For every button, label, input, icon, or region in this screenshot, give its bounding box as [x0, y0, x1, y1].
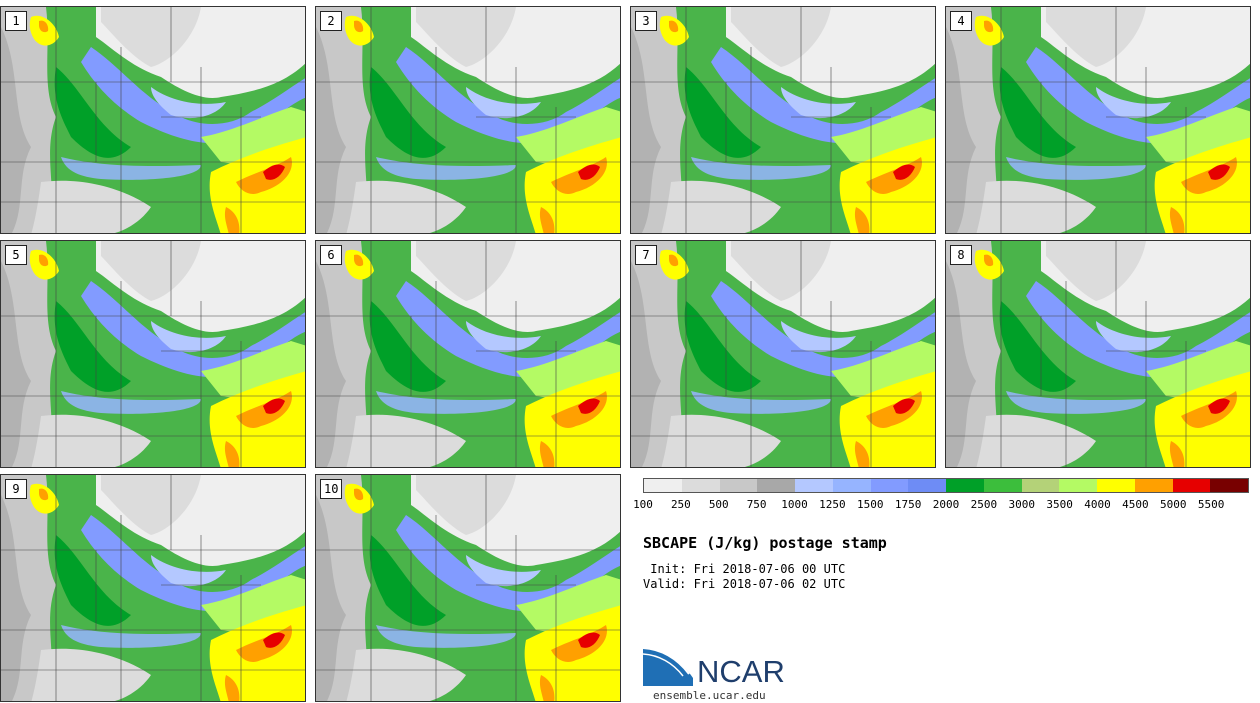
legend-tick-label: 1750	[894, 498, 922, 511]
cape-map	[1, 475, 305, 701]
legend-tick-label: 4500	[1122, 498, 1149, 511]
legend-swatch	[644, 479, 682, 492]
ensemble-member-panel: 9	[0, 474, 306, 702]
legend-swatch	[983, 479, 1022, 492]
legend-swatch	[1097, 479, 1135, 492]
ensemble-member-panel: 3	[630, 6, 936, 234]
legend-tick-label: 3500	[1046, 498, 1073, 511]
legend-swatch	[681, 479, 720, 492]
legend-labels: 100 250 500 750 1000 1250 1500 1750 2000 2500 3000…	[632, 498, 1252, 512]
legend-tick-label: 1500	[857, 498, 884, 511]
legend-swatch	[1210, 479, 1248, 492]
valid-time: Valid: Fri 2018-07-06 02 UTC	[643, 577, 846, 591]
legend-swatch	[795, 479, 833, 492]
ensemble-member-panel: 1	[0, 6, 306, 234]
legend-tick-label: 2000	[932, 498, 960, 511]
init-time: Init: Fri 2018-07-06 00 UTC	[643, 562, 846, 576]
legend-tick-label: 2500	[970, 498, 998, 511]
cape-map	[1, 7, 305, 233]
cape-map	[631, 241, 935, 467]
member-number-label: 2	[320, 11, 342, 31]
ensemble-member-panel: 6	[315, 240, 621, 468]
member-number-label: 8	[950, 245, 972, 265]
cape-map	[316, 7, 620, 233]
member-number-label: 7	[635, 245, 657, 265]
ncar-logo-icon	[643, 647, 693, 686]
ensemble-member-panel: 8	[945, 240, 1251, 468]
legend-tick-label: 100	[633, 498, 653, 511]
ensemble-member-panel: 10	[315, 474, 621, 702]
logo-text: NCAR	[697, 654, 785, 689]
ensemble-member-panel: 2	[315, 6, 621, 234]
ensemble-member-panel: 4	[945, 6, 1251, 234]
cape-map	[1, 241, 305, 467]
color-legend	[643, 478, 1249, 493]
legend-swatch	[832, 479, 871, 492]
page-title: SBCAPE (J/kg) postage stamp	[643, 534, 887, 552]
cape-map	[316, 475, 620, 701]
legend-swatch	[1021, 479, 1060, 492]
legend-swatch	[908, 479, 946, 492]
legend-swatch	[1172, 479, 1211, 492]
member-number-label: 6	[320, 245, 342, 265]
member-number-label: 3	[635, 11, 657, 31]
legend-swatch	[870, 479, 909, 492]
ensemble-member-panel: 5	[0, 240, 306, 468]
legend-swatch	[719, 479, 758, 492]
member-number-label: 10	[320, 479, 343, 499]
legend-tick-label: 1250	[819, 498, 846, 511]
member-number-label: 4	[950, 11, 972, 31]
legend-swatch	[1059, 479, 1097, 492]
cape-map	[946, 7, 1250, 233]
legend-tick-label: 750	[746, 498, 767, 511]
legend-swatch	[757, 479, 795, 492]
legend-tick-label: 1000	[781, 498, 808, 511]
legend-tick-label: 250	[670, 498, 691, 511]
legend-swatch	[946, 479, 984, 492]
cape-map	[946, 241, 1250, 467]
member-number-label: 9	[5, 479, 27, 499]
legend-tick-label: 500	[708, 498, 729, 511]
cape-map	[631, 7, 935, 233]
legend-swatch	[1134, 479, 1173, 492]
legend-tick-label: 5000	[1160, 498, 1187, 511]
legend-tick-label: 4000	[1084, 498, 1111, 511]
legend-tick-label: 5500	[1197, 498, 1225, 511]
ensemble-member-panel: 7	[630, 240, 936, 468]
site-url[interactable]: ensemble.ucar.edu	[653, 689, 766, 702]
cape-map	[316, 241, 620, 467]
member-number-label: 1	[5, 11, 27, 31]
member-number-label: 5	[5, 245, 27, 265]
legend-tick-label: 3000	[1008, 498, 1036, 511]
